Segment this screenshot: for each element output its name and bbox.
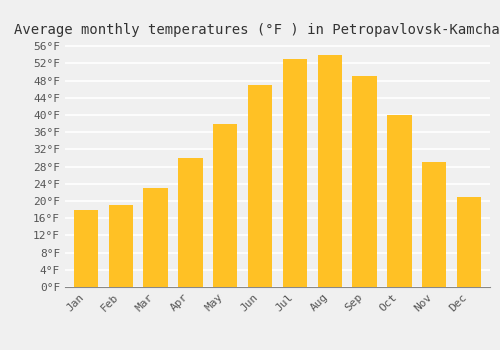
Bar: [457, 197, 481, 287]
Bar: [213, 124, 238, 287]
Bar: [144, 188, 168, 287]
Bar: [352, 76, 377, 287]
Bar: [248, 85, 272, 287]
Bar: [74, 210, 98, 287]
Bar: [108, 205, 133, 287]
Bar: [422, 162, 446, 287]
Bar: [318, 55, 342, 287]
Bar: [387, 115, 411, 287]
Title: Average monthly temperatures (°F ) in Petropavlovsk-Kamchatskiy: Average monthly temperatures (°F ) in Pe…: [14, 23, 500, 37]
Bar: [178, 158, 203, 287]
Bar: [282, 59, 307, 287]
